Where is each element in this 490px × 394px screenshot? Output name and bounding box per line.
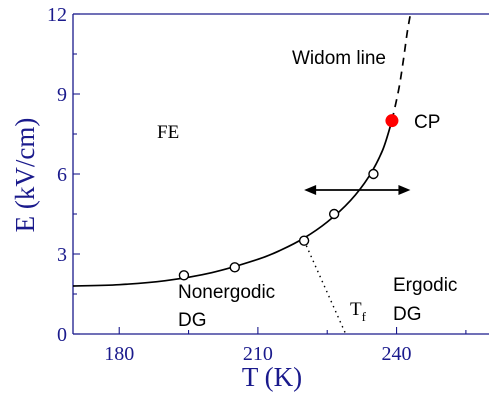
x-tick-label: 210 xyxy=(243,343,273,365)
widom-line-label: Widom line xyxy=(292,48,386,69)
freezing-line xyxy=(303,240,347,335)
x-tick-label: 180 xyxy=(104,343,134,365)
data-point xyxy=(178,270,190,281)
chart-marks: 0 3 6 9 12 180 210 240 xyxy=(47,4,489,365)
phase-boundary-line xyxy=(72,120,393,287)
y-tick-label: 9 xyxy=(57,84,67,106)
freezing-temperature-main: T xyxy=(350,299,362,320)
widom-line xyxy=(391,13,412,121)
fe-phase-label: FE xyxy=(157,122,179,143)
y-axis-title: E (kV/cm) xyxy=(10,118,40,233)
y-tick-label: 3 xyxy=(57,244,67,266)
arrow-head-right xyxy=(398,185,411,195)
data-point xyxy=(368,168,379,180)
nonergodic-label: Nonergodic xyxy=(178,282,275,303)
ergodic-label: Ergodic xyxy=(393,275,457,296)
x-tick-label: 240 xyxy=(382,343,412,365)
arrow-head-left xyxy=(304,185,317,195)
data-point xyxy=(328,208,340,220)
data-point xyxy=(229,262,240,273)
x-axis-title: T (K) xyxy=(242,362,302,392)
y-tick-label: 6 xyxy=(57,164,67,186)
ergodic-dg-label: DG xyxy=(393,304,422,325)
freezing-temperature-subscript: f xyxy=(362,309,367,324)
y-tick-label: 0 xyxy=(57,324,67,346)
nonergodic-dg-label: DG xyxy=(178,310,207,331)
freezing-temperature-label: Tf xyxy=(350,299,367,324)
critical-point-marker xyxy=(385,114,399,128)
y-tick-label: 12 xyxy=(47,4,67,26)
critical-point-label: CP xyxy=(414,112,440,133)
data-point xyxy=(298,235,310,246)
